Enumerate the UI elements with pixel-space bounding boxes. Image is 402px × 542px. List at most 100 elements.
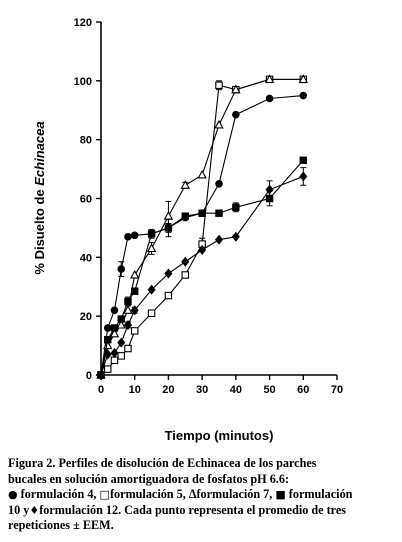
x-tick-label: 0 [98, 384, 104, 396]
series-line [100, 159, 304, 376]
dissolution-chart: 0 20 40 60 80 100 120 0 10 20 30 40 50 60 70 Tiempo (m… [32, 17, 343, 443]
marker-open-square [130, 327, 139, 335]
series-layer [96, 74, 309, 380]
filled-circle-icon: ● [8, 488, 18, 501]
marker-diamond [181, 256, 190, 267]
marker-open-square [117, 352, 125, 360]
x-axis-title: Tiempo (minutos) [165, 428, 274, 443]
marker-filled-square [124, 297, 132, 306]
marker-filled-square [164, 224, 173, 232]
series-f7 [96, 74, 309, 379]
caption-f7-label: formulación 7, [196, 487, 276, 501]
marker-triangle [123, 305, 133, 314]
marker-triangle [129, 269, 140, 279]
y-tick-label: 20 [80, 311, 92, 323]
marker-open-square [103, 365, 112, 373]
caption-10-label: 10 y [8, 502, 30, 517]
marker-open-square [110, 356, 119, 365]
triangle-icon: Δ [188, 487, 197, 501]
marker-triangle [264, 74, 275, 83]
y-tick-label: 80 [80, 135, 92, 147]
marker-filled-square [104, 336, 112, 344]
x-tick-label: 20 [162, 384, 174, 396]
marker-triangle [109, 328, 120, 338]
marker-circle [124, 232, 132, 241]
marker-filled-square [131, 287, 139, 295]
marker-circle [232, 110, 240, 119]
x-tick-label: 70 [331, 384, 343, 396]
y-tick-label: 60 [80, 194, 92, 206]
marker-filled-square [117, 315, 125, 323]
marker-diamond [214, 234, 224, 245]
marker-triangle [180, 180, 191, 189]
marker-filled-square [232, 203, 240, 212]
caption-f4-label: formulación 4, [17, 487, 100, 501]
marker-open-square [124, 344, 132, 353]
marker-circle [130, 231, 139, 240]
marker-circle [117, 265, 126, 273]
marker-diamond [198, 244, 207, 255]
caption-line-4: 10 y♦formulación 12. Cada punto represen… [8, 503, 396, 519]
marker-triangle [146, 243, 157, 253]
marker-triangle [197, 169, 207, 179]
marker-triangle [214, 119, 224, 129]
marker-circle [103, 324, 112, 332]
caption-line-1: Figura 2. Perfiles de disolución de Echi… [8, 456, 317, 470]
caption-line-3: ● formulación 4, □formulación 5, Δformul… [8, 487, 396, 503]
marker-circle [215, 179, 223, 188]
x-tick-label: 50 [263, 384, 275, 396]
y-axis-title-prefix: % Disuelto de [32, 186, 47, 275]
open-square-icon: □ [99, 488, 110, 501]
x-tick-label: 60 [297, 384, 309, 396]
marker-filled-square [215, 209, 223, 217]
figure-caption: Figura 2. Perfiles de disolución de Echi… [8, 456, 396, 534]
marker-diamond [96, 370, 106, 380]
x-tick-label: 40 [230, 384, 242, 396]
marker-open-square [164, 291, 173, 300]
series-f5 [97, 75, 308, 379]
marker-triangle [163, 210, 174, 220]
marker-diamond [110, 347, 119, 358]
filled-square-icon: ■ [275, 488, 286, 501]
marker-diamond [299, 171, 308, 182]
caption-f5-label: formulación 5, [109, 487, 189, 501]
axes: 0 20 40 60 80 100 120 0 10 20 30 40 50 60 70 [74, 17, 343, 396]
marker-filled-square [147, 230, 156, 238]
marker-triangle [298, 74, 309, 83]
y-tick-label: 120 [74, 17, 92, 29]
marker-diamond [231, 231, 240, 242]
marker-diamond [164, 268, 173, 279]
x-tick-label: 10 [129, 384, 141, 396]
marker-diamond [147, 284, 156, 295]
y-tick-label: 0 [86, 370, 92, 382]
caption-f10-label: formulación [285, 487, 353, 501]
marker-diamond [265, 184, 274, 195]
marker-diamond [123, 319, 133, 330]
marker-filled-square [198, 209, 206, 217]
marker-circle [299, 91, 308, 100]
marker-diamond [130, 305, 139, 316]
marker-filled-square [181, 212, 189, 220]
caption-f12-label: formulación 12. Cada punto representa el… [39, 502, 347, 517]
marker-open-square [147, 309, 156, 317]
caption-line-5: repeticiones ± EEM. [8, 518, 114, 532]
series-f4 [97, 91, 308, 379]
marker-circle [265, 94, 274, 103]
marker-triangle [116, 319, 126, 329]
series-f12 [96, 167, 308, 380]
marker-diamond [117, 337, 126, 348]
y-tick-label: 100 [74, 76, 92, 88]
y-tick-label: 40 [80, 252, 92, 264]
marker-open-square [215, 81, 223, 89]
marker-triangle [231, 84, 241, 94]
y-axis-title-italic: Echinacea [32, 121, 47, 185]
x-tick-label: 30 [196, 384, 208, 396]
caption-line-2: bucales en solución amortiguadora de fos… [8, 471, 289, 486]
filled-diamond-icon: ♦ [29, 503, 40, 517]
marker-open-square [181, 271, 190, 279]
marker-filled-square [299, 156, 307, 164]
marker-circle [110, 306, 119, 315]
marker-diamond [103, 349, 112, 360]
marker-filled-square [110, 324, 119, 332]
